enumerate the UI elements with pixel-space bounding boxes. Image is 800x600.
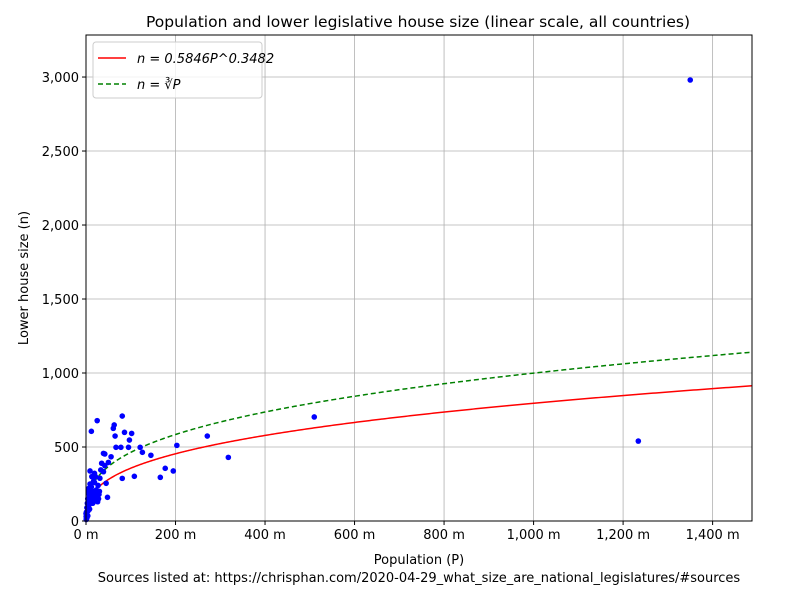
data-point (174, 442, 180, 449)
data-point (108, 453, 114, 460)
x-tick-label: 600 m (334, 528, 376, 543)
data-point (126, 437, 133, 443)
data-point (101, 451, 108, 457)
y-tick-label: 2,500 (42, 145, 79, 160)
y-tick-label: 1,000 (42, 367, 79, 382)
x-tick-label: 0 m (73, 528, 98, 543)
data-point (94, 417, 100, 424)
data-point (121, 429, 128, 436)
y-tick-label: 3,000 (42, 71, 79, 86)
data-point (131, 473, 138, 480)
x-axis-label: Population (P) (374, 553, 464, 568)
curves (85, 351, 753, 521)
data-points (83, 77, 694, 523)
data-point (119, 413, 126, 419)
data-point (157, 474, 164, 481)
data-point (101, 462, 108, 469)
data-point (112, 433, 118, 439)
data-point (105, 459, 112, 466)
fit-curve (85, 385, 753, 521)
x-tick-label: 800 m (423, 528, 465, 543)
y-axis-label: Lower house size (n) (17, 211, 32, 345)
grid (85, 35, 752, 522)
data-point (93, 487, 100, 493)
data-point (92, 473, 99, 480)
data-point (86, 506, 93, 512)
data-point (148, 452, 154, 459)
x-tick-label: 1,000 m (507, 528, 561, 543)
data-point (118, 444, 124, 451)
data-point (100, 468, 107, 475)
data-point (103, 480, 109, 487)
x-tick-label: 400 m (244, 528, 286, 543)
legend-box (92, 41, 263, 99)
y-tick-label: 0 (71, 515, 79, 530)
data-point (88, 490, 94, 496)
chart-title: Population and lower legislative house s… (146, 13, 690, 31)
data-point (139, 449, 146, 456)
data-point (687, 77, 694, 83)
data-point (104, 494, 111, 501)
data-point (635, 438, 642, 444)
x-tick-label: 1,200 m (596, 528, 650, 543)
x-tick-label: 1,400 m (686, 528, 740, 543)
plot-frame (85, 34, 753, 522)
data-point (137, 444, 143, 451)
data-point (311, 414, 318, 420)
y-tick-label: 2,000 (42, 219, 79, 234)
data-point (204, 433, 211, 439)
data-point (113, 444, 119, 451)
data-point (87, 468, 93, 474)
legend: n = 0.5846P^0.3482 n = ∛P (92, 41, 274, 99)
data-point (110, 425, 117, 432)
data-point (96, 491, 102, 498)
y-tick-label: 500 (54, 441, 79, 456)
data-point (162, 465, 169, 472)
data-point (97, 475, 103, 482)
legend-cuberoot-label: n = ∛P (137, 77, 181, 93)
legend-fit-label: n = 0.5846P^0.3482 (137, 52, 274, 67)
x-axis: 0 m 200 m 400 m 600 m 800 m 1,000 m 1,200 m 1,4… (73, 521, 740, 543)
data-point (128, 430, 135, 437)
data-point (95, 496, 102, 502)
sources-footer: Sources listed at: https://chrisphan.com… (98, 571, 741, 586)
data-point (170, 468, 177, 474)
data-point (85, 485, 92, 492)
data-point (91, 479, 98, 486)
data-point (88, 428, 95, 435)
data-point (125, 444, 132, 451)
x-tick-label: 200 m (155, 528, 197, 543)
data-point (86, 501, 92, 508)
y-tick-label: 1,500 (42, 293, 79, 308)
data-point (225, 454, 232, 461)
cube-root-curve (85, 351, 753, 521)
data-point (119, 475, 126, 482)
y-axis: 0 500 1,000 1,500 2,000 2,500 3,000 (42, 71, 86, 530)
